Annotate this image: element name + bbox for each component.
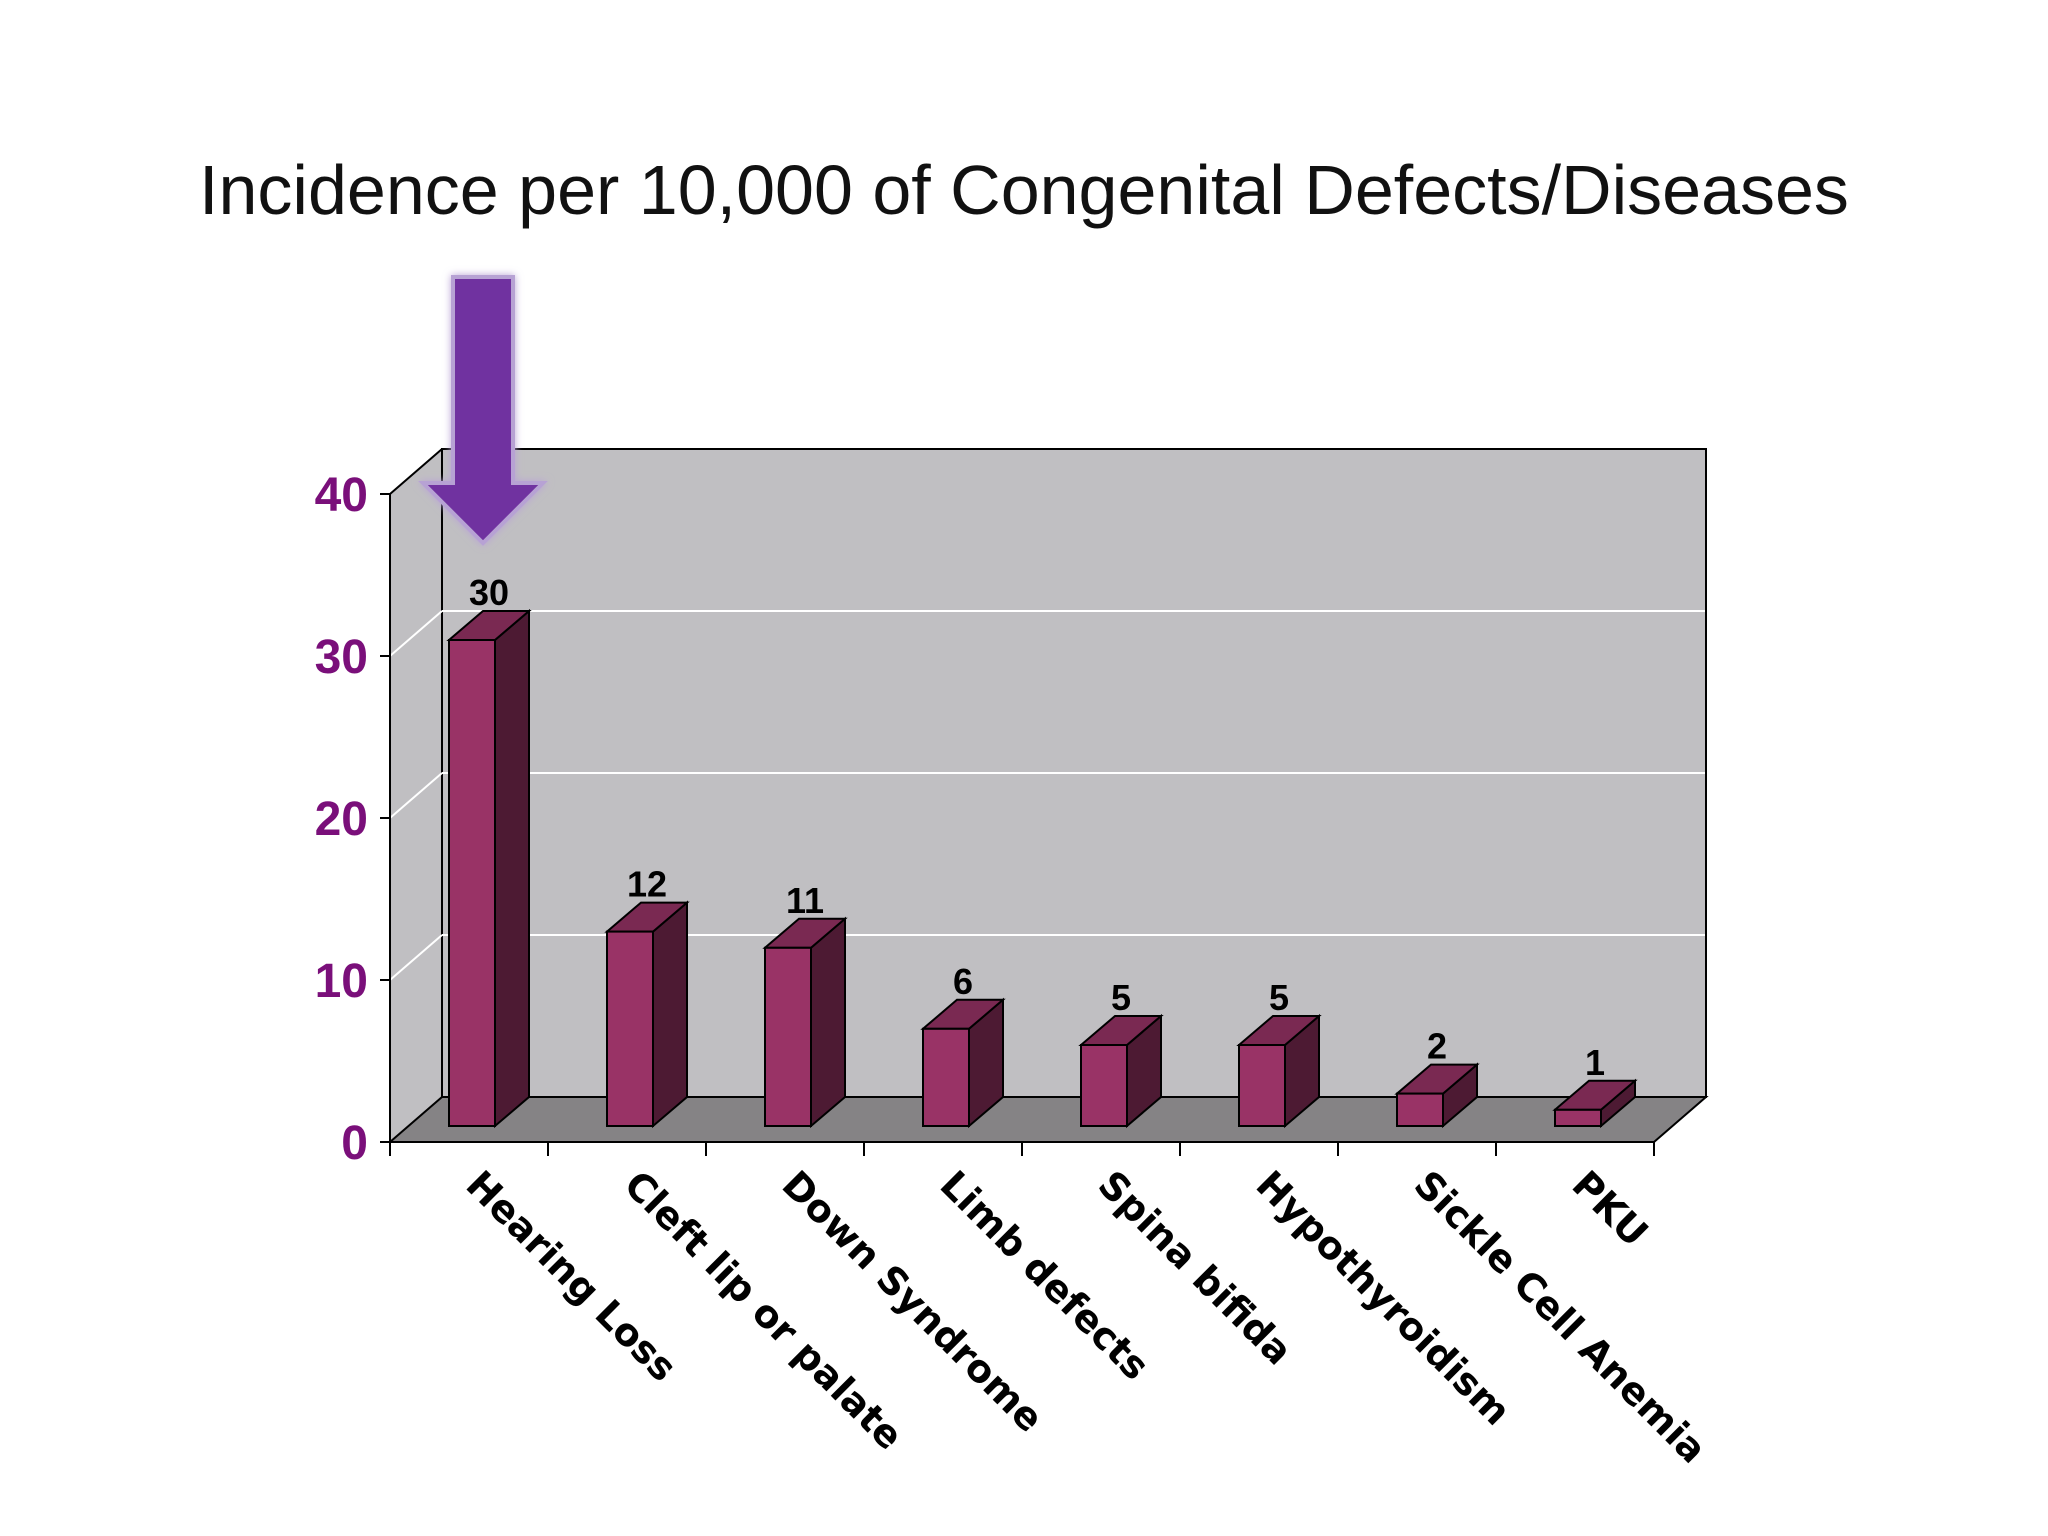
bar-front bbox=[1554, 1108, 1602, 1128]
y-tick-label: 10 bbox=[315, 955, 368, 1008]
data-label: 1 bbox=[1585, 1042, 1605, 1083]
bar-front bbox=[1396, 1092, 1444, 1127]
bar bbox=[604, 900, 690, 1129]
gridline-side-10 bbox=[389, 934, 443, 981]
data-label: 5 bbox=[1111, 977, 1131, 1018]
gridline-side-40 bbox=[389, 448, 443, 495]
data-label: 11 bbox=[786, 880, 824, 921]
y-tick-label: 40 bbox=[315, 469, 368, 522]
bar-front bbox=[922, 1027, 970, 1128]
bar-front bbox=[606, 930, 654, 1127]
y-tick-label: 0 bbox=[341, 1117, 368, 1170]
x-tick-label: Sickle Cell Anemia bbox=[1406, 1162, 1715, 1471]
bars bbox=[446, 608, 1638, 1129]
bar bbox=[1236, 1013, 1322, 1129]
bar-front bbox=[1238, 1044, 1286, 1127]
floor bbox=[387, 1096, 1709, 1143]
down-arrow-icon bbox=[418, 275, 548, 546]
y-tick-labels: 0 10 20 30 40 bbox=[315, 469, 368, 1170]
data-labels: 30 12 11 6 5 5 2 1 bbox=[469, 572, 1605, 1083]
gridlines bbox=[389, 448, 1706, 981]
data-label: 6 bbox=[953, 961, 973, 1002]
chart-title: Incidence per 10,000 of Congenital Defec… bbox=[199, 151, 1849, 229]
axes bbox=[380, 449, 1707, 1156]
data-label: 2 bbox=[1427, 1026, 1447, 1067]
data-label: 12 bbox=[627, 864, 667, 905]
bar-side bbox=[494, 608, 530, 1129]
x-tick-label: Cleft lip or palate bbox=[616, 1162, 912, 1458]
y-tick-label: 20 bbox=[315, 793, 368, 846]
bar-side bbox=[652, 900, 688, 1129]
bar bbox=[1394, 1062, 1480, 1129]
bar bbox=[920, 997, 1006, 1129]
bar-side bbox=[810, 916, 846, 1129]
x-tick-label: PKU bbox=[1564, 1162, 1657, 1255]
data-label: 5 bbox=[1269, 977, 1289, 1018]
annotation-arrow bbox=[418, 275, 548, 546]
bar bbox=[446, 608, 532, 1129]
bar-front bbox=[1080, 1044, 1128, 1127]
bar bbox=[1078, 1013, 1164, 1129]
data-label: 30 bbox=[469, 572, 509, 613]
gridline-side-20 bbox=[389, 772, 443, 819]
gridline-side-30 bbox=[389, 610, 443, 657]
chart-walls bbox=[387, 448, 1709, 1143]
x-tick-label: Down Syndrome bbox=[774, 1162, 1052, 1440]
bar-front bbox=[448, 639, 496, 1127]
bar bbox=[762, 916, 848, 1129]
bar bbox=[1552, 1078, 1638, 1129]
bar-front bbox=[764, 946, 812, 1127]
y-tick-label: 30 bbox=[315, 631, 368, 684]
